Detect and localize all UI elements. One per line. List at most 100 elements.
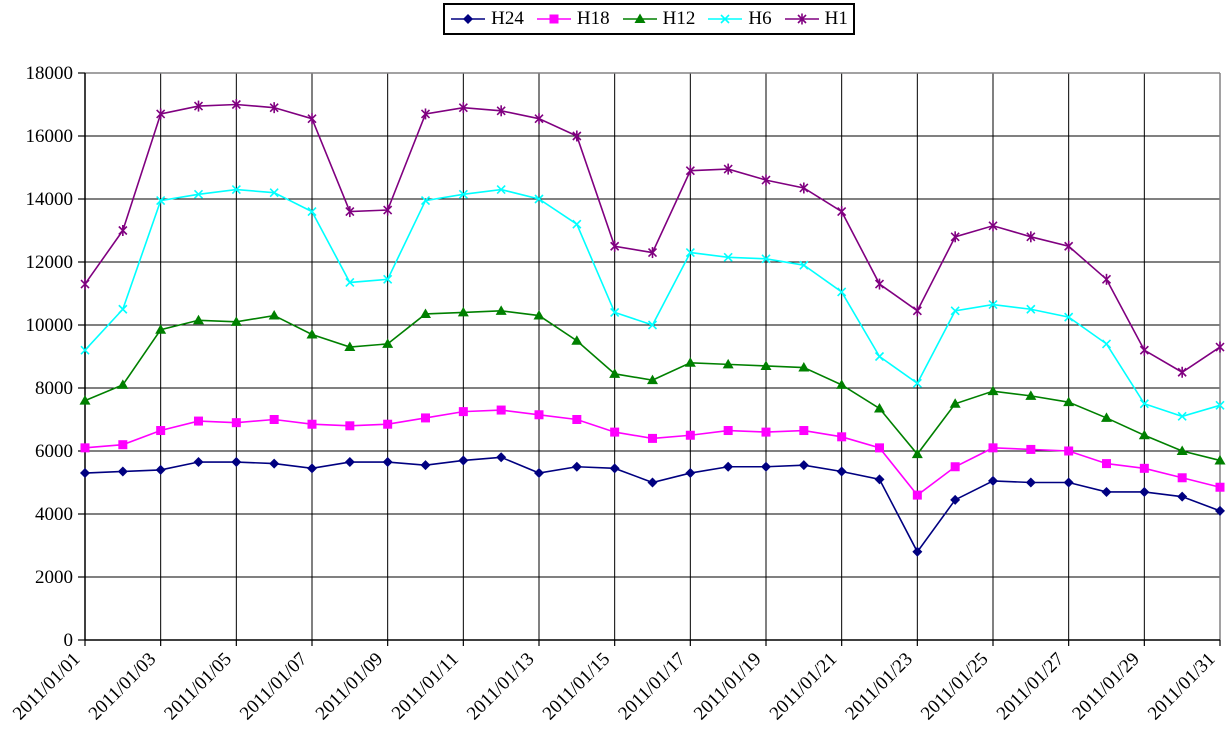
marker-x xyxy=(685,247,695,258)
marker-square xyxy=(685,430,695,440)
marker-diamond xyxy=(1177,491,1188,502)
marker-square xyxy=(648,433,657,443)
y-tick-label: 14000 xyxy=(26,189,74,210)
x-tick-label: 2011/01/11 xyxy=(388,649,463,724)
marker-diamond xyxy=(463,14,474,24)
marker-x xyxy=(118,304,128,314)
marker-diamond xyxy=(382,457,393,468)
marker-triangle xyxy=(344,341,356,352)
marker-x xyxy=(420,196,431,206)
legend-marker-h18-icon xyxy=(536,14,571,24)
marker-square xyxy=(421,413,430,423)
marker-x xyxy=(912,378,922,388)
legend-label-h12: H12 xyxy=(662,8,696,29)
marker-square xyxy=(799,426,809,436)
marker-diamond xyxy=(798,460,809,471)
marker-diamond xyxy=(874,474,885,485)
marker-triangle xyxy=(117,379,129,389)
x-tick-label: 2011/01/23 xyxy=(841,649,917,725)
marker-square xyxy=(1139,463,1149,473)
marker-diamond xyxy=(496,452,507,463)
marker-x xyxy=(307,207,317,217)
marker-square xyxy=(383,419,393,429)
marker-diamond xyxy=(571,461,582,472)
marker-square xyxy=(80,443,90,453)
x-tick-label: 2011/01/25 xyxy=(917,649,993,725)
marker-triangle xyxy=(306,328,318,339)
marker-x xyxy=(1064,312,1074,322)
marker-square xyxy=(534,410,544,420)
marker-diamond xyxy=(1139,486,1150,497)
legend-label-h24: H24 xyxy=(491,8,524,29)
marker-triangle xyxy=(1101,412,1112,422)
marker-diamond xyxy=(420,460,431,471)
marker-x xyxy=(950,306,960,316)
marker-square xyxy=(950,462,960,472)
marker-diamond xyxy=(647,477,658,488)
x-tick-label: 2011/01/27 xyxy=(993,649,1069,725)
legend: H24 H18 H12 H6 H1 xyxy=(443,3,855,35)
marker-x xyxy=(496,184,506,195)
x-tick-label: 2011/01/15 xyxy=(539,649,615,725)
y-tick-label: 6000 xyxy=(35,441,73,462)
marker-diamond xyxy=(193,457,204,468)
marker-square xyxy=(118,440,128,450)
marker-triangle xyxy=(1176,445,1188,455)
marker-triangle xyxy=(798,362,810,372)
marker-triangle xyxy=(647,374,658,385)
x-tick-label: 2011/01/01 xyxy=(9,649,85,725)
marker-x xyxy=(837,287,847,297)
marker-square xyxy=(1064,446,1074,456)
marker-triangle xyxy=(760,360,772,370)
marker-triangle xyxy=(193,314,204,325)
marker-x xyxy=(1101,339,1112,349)
marker-square xyxy=(458,407,468,417)
marker-square xyxy=(1215,482,1225,492)
marker-x xyxy=(231,184,241,195)
marker-triangle xyxy=(722,358,734,369)
marker-diamond xyxy=(609,463,620,474)
marker-diamond xyxy=(988,475,998,486)
marker-triangle xyxy=(268,310,280,320)
marker-square xyxy=(837,432,847,442)
marker-square xyxy=(156,426,166,436)
y-tick-label: 4000 xyxy=(35,504,73,525)
x-tick-label: 2011/01/31 xyxy=(1144,649,1220,725)
marker-diamond xyxy=(534,468,544,479)
marker-triangle xyxy=(1138,429,1150,440)
x-tick-label: 2011/01/19 xyxy=(690,649,766,725)
legend-item-h12: H12 xyxy=(622,8,696,30)
marker-triangle xyxy=(79,395,91,405)
marker-x xyxy=(723,252,733,262)
legend-item-h1: H1 xyxy=(784,8,848,30)
marker-square xyxy=(549,14,559,24)
y-tick-label: 10000 xyxy=(26,315,74,336)
marker-square xyxy=(610,427,620,437)
x-tick-label: 2011/01/09 xyxy=(312,649,388,725)
marker-x xyxy=(874,351,885,362)
marker-triangle xyxy=(382,338,394,348)
marker-diamond xyxy=(912,546,923,557)
marker-triangle xyxy=(533,310,545,320)
marker-triangle xyxy=(634,13,646,23)
legend-label-h1: H1 xyxy=(824,8,848,29)
legend-marker-h1-icon xyxy=(784,13,819,25)
marker-square xyxy=(194,416,203,426)
x-tick-label: 2011/01/17 xyxy=(614,649,690,725)
marker-x xyxy=(720,14,730,24)
marker-square xyxy=(723,426,733,436)
marker-x xyxy=(345,277,355,288)
marker-triangle xyxy=(609,368,621,378)
legend-marker-h6-icon xyxy=(708,14,743,24)
marker-x xyxy=(193,189,204,199)
marker-square xyxy=(988,443,998,453)
marker-diamond xyxy=(836,466,847,477)
marker-triangle xyxy=(420,308,431,318)
marker-triangle xyxy=(1214,454,1226,465)
x-tick-label: 2011/01/05 xyxy=(160,649,236,725)
x-tick-label: 2011/01/03 xyxy=(85,649,161,725)
marker-square xyxy=(231,418,241,428)
marker-diamond xyxy=(155,464,166,475)
marker-x xyxy=(1177,411,1187,421)
